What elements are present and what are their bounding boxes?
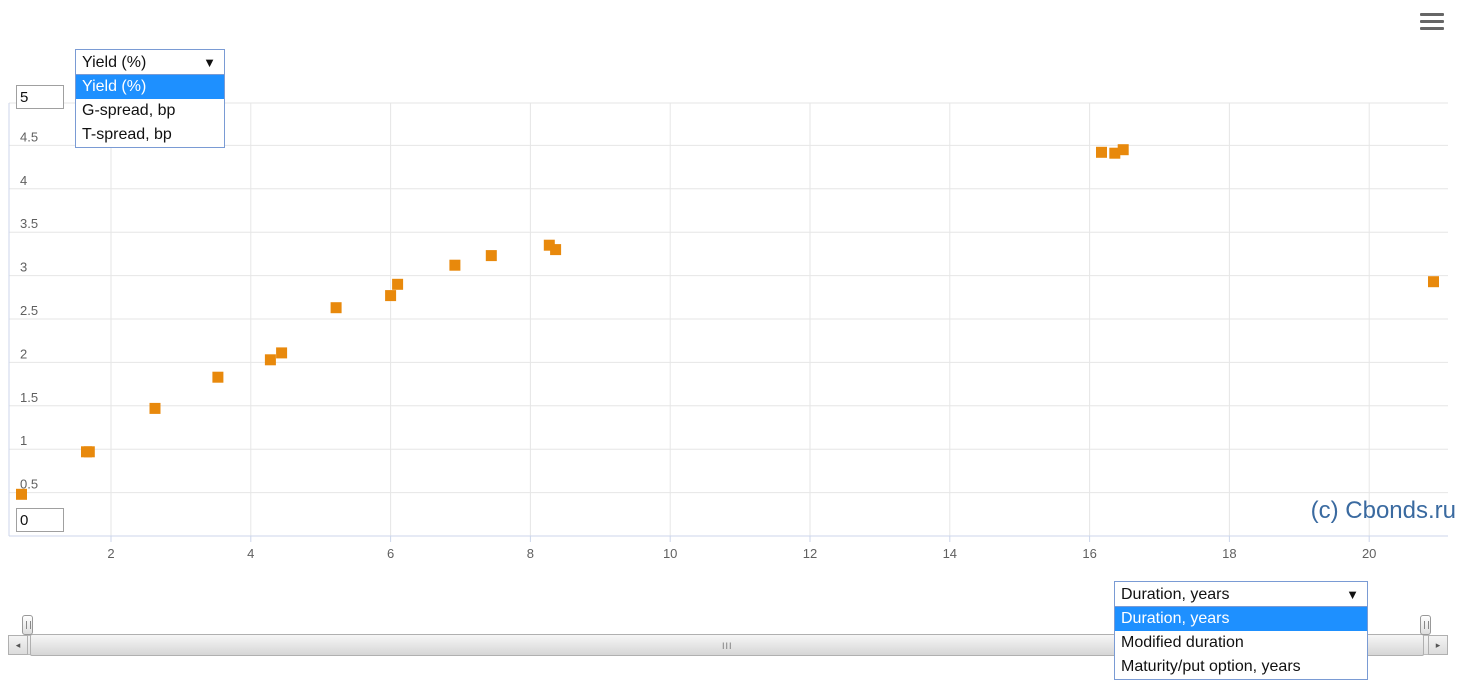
navigator-scrollbar-thumb[interactable] — [30, 634, 1424, 656]
y-axis-metric-selected-label: Yield (%) — [82, 54, 147, 71]
chart-menu-button[interactable] — [1418, 10, 1446, 34]
y-axis-max-input[interactable] — [16, 85, 64, 109]
data-point[interactable] — [212, 371, 224, 383]
data-point[interactable] — [1096, 146, 1107, 158]
scroll-left-button[interactable]: ◂ — [8, 635, 28, 655]
x-axis-option-duration[interactable]: Duration, years — [1115, 607, 1367, 631]
range-handle-right[interactable] — [1420, 615, 1431, 635]
data-point[interactable] — [385, 290, 397, 302]
watermark: (c) Cbonds.ru — [1310, 497, 1456, 524]
y-axis-metric-options: Yield (%) G-spread, bp T-spread, bp — [75, 75, 225, 148]
x-tick-label: 10 — [663, 546, 677, 561]
y-tick-label: 3 — [20, 260, 27, 275]
grid — [9, 102, 1448, 542]
data-points — [16, 144, 1439, 500]
x-axis-option-maturity[interactable]: Maturity/put option, years — [1121, 658, 1301, 675]
data-point[interactable] — [449, 259, 461, 271]
x-tick-label: 18 — [1222, 546, 1236, 561]
data-point[interactable] — [1428, 276, 1439, 288]
x-tick-label: 4 — [247, 546, 254, 561]
arrow-right-icon: ▸ — [1435, 640, 1441, 650]
x-axis-metric-options: Duration, years Modified duration Maturi… — [1114, 607, 1368, 680]
x-tick-label: 16 — [1082, 546, 1096, 561]
x-tick-label: 6 — [387, 546, 394, 561]
data-point[interactable] — [83, 446, 95, 458]
x-tick-label: 12 — [803, 546, 817, 561]
x-axis-metric-dropdown[interactable]: Duration, years ▼ Duration, years Modifi… — [1114, 581, 1368, 680]
data-point[interactable] — [149, 402, 161, 414]
y-axis-option-yield[interactable]: Yield (%) — [76, 75, 224, 99]
x-axis-metric-selected-label: Duration, years — [1121, 586, 1230, 603]
y-axis-metric-dropdown[interactable]: Yield (%) ▼ Yield (%) G-spread, bp T-spr… — [75, 49, 225, 148]
y-tick-label: 1 — [20, 433, 27, 448]
data-point[interactable] — [276, 347, 288, 359]
scroll-right-button[interactable]: ▸ — [1428, 635, 1448, 655]
y-tick-label: 2 — [20, 346, 27, 361]
data-point[interactable] — [264, 354, 276, 366]
data-point[interactable] — [1109, 147, 1121, 159]
y-axis-option-t-spread[interactable]: T-spread, bp — [82, 126, 172, 143]
data-point[interactable] — [16, 488, 27, 500]
data-point[interactable] — [550, 244, 562, 256]
x-tick-label: 2 — [107, 546, 114, 561]
y-tick-label: 2.5 — [20, 303, 38, 318]
x-axis-ticks: 2 4 6 8 10 12 14 16 18 20 — [107, 546, 1376, 561]
y-tick-label: 4 — [20, 173, 27, 188]
triangle-down-icon: ▼ — [1346, 587, 1359, 602]
x-axis-option-modified-duration[interactable]: Modified duration — [1121, 634, 1244, 651]
x-tick-label: 20 — [1362, 546, 1376, 561]
x-axis-metric-selected[interactable]: Duration, years ▼ — [1114, 581, 1368, 607]
data-point[interactable] — [392, 278, 404, 290]
y-axis-option-g-spread[interactable]: G-spread, bp — [82, 102, 176, 119]
y-tick-label: 3.5 — [20, 216, 38, 231]
y-axis-min-input[interactable] — [16, 508, 64, 532]
x-tick-label: 14 — [943, 546, 957, 561]
data-point[interactable] — [1117, 144, 1129, 156]
data-point[interactable] — [543, 239, 555, 251]
arrow-left-icon: ◂ — [15, 640, 21, 650]
range-handle-left[interactable] — [22, 615, 33, 635]
grip-icon: III — [722, 641, 733, 651]
triangle-down-icon: ▼ — [203, 55, 216, 70]
y-tick-label: 1.5 — [20, 390, 38, 405]
x-tick-label: 8 — [527, 546, 534, 561]
y-axis-ticks: 0.5 1 1.5 2 2.5 3 3.5 4 4.5 — [20, 129, 38, 491]
y-axis-metric-selected[interactable]: Yield (%) ▼ — [75, 49, 225, 75]
data-point[interactable] — [330, 302, 342, 314]
y-tick-label: 0.5 — [20, 477, 38, 492]
data-point[interactable] — [485, 250, 497, 262]
y-tick-label: 4.5 — [20, 129, 38, 144]
